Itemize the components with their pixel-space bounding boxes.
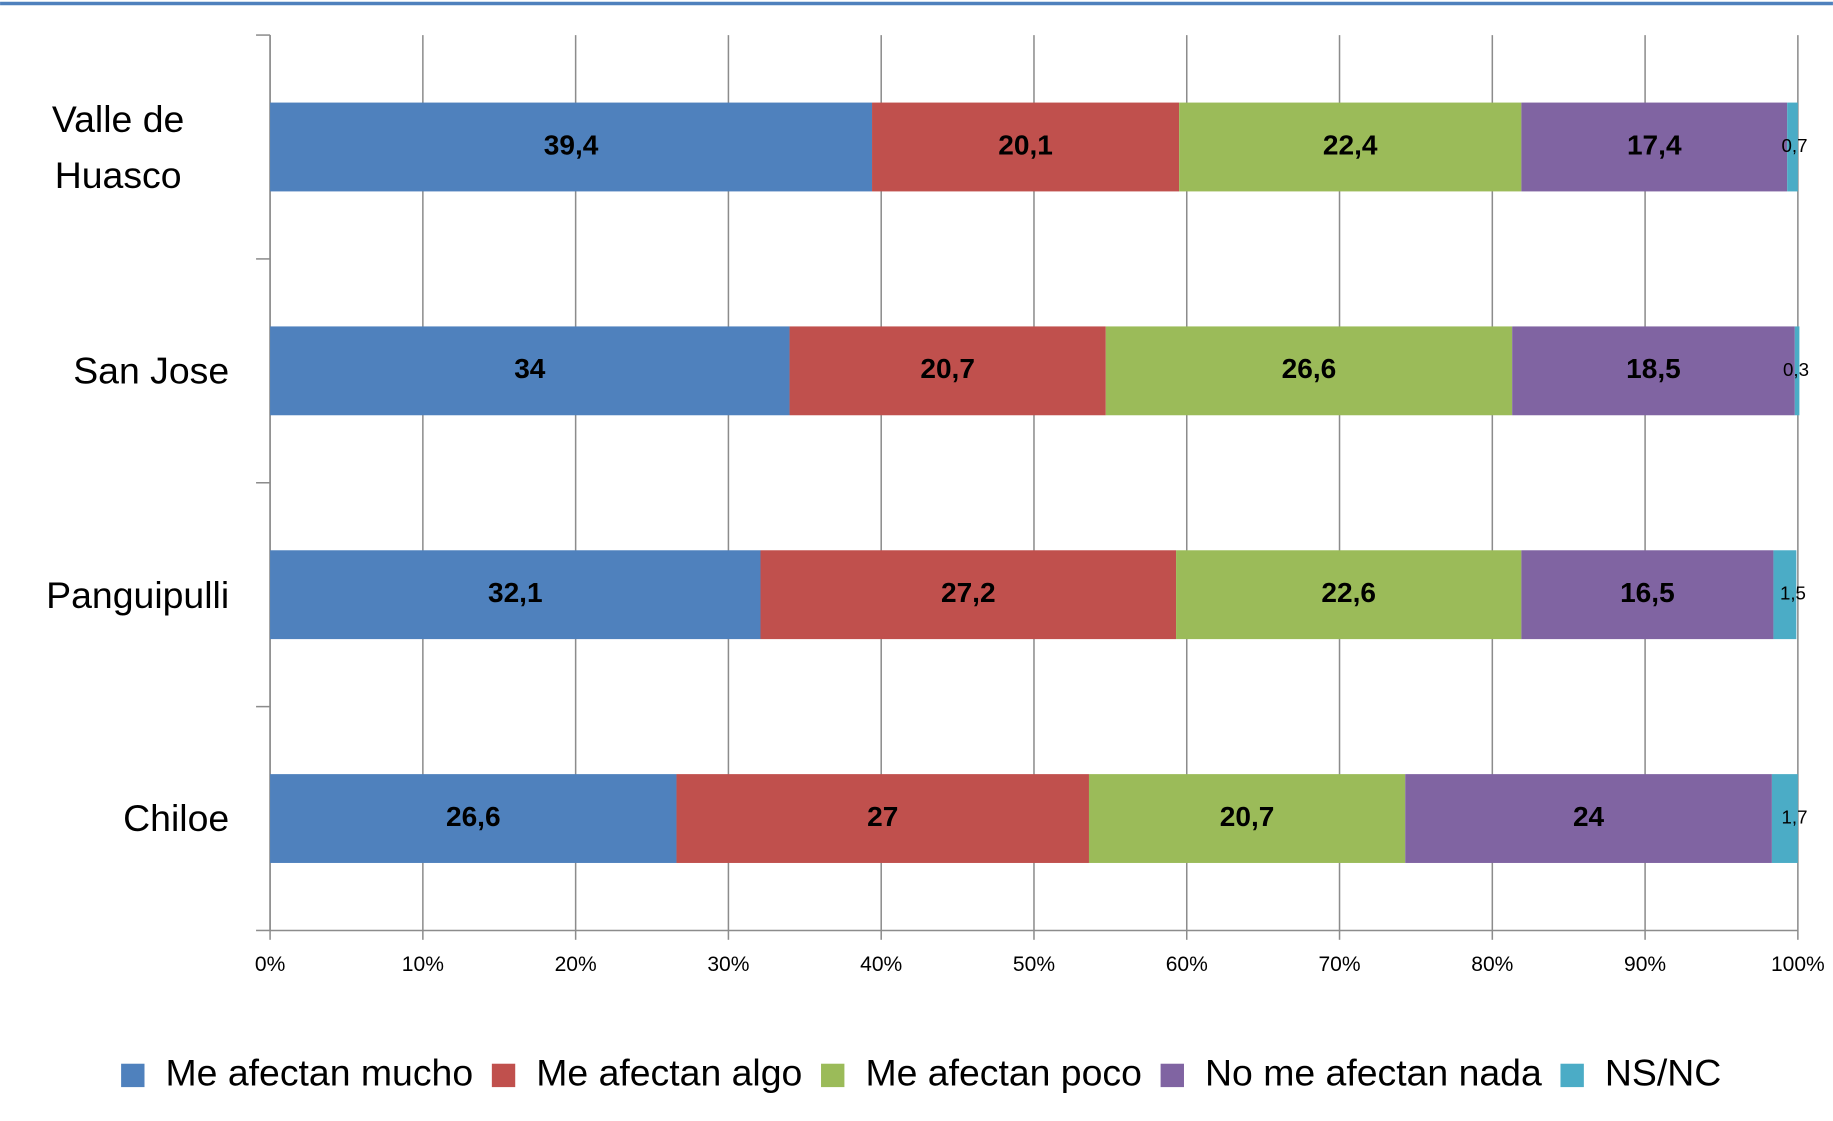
x-tick-label: 0% (255, 953, 285, 976)
category-label: Valle de Huasco (51, 97, 185, 197)
bar-segment (1771, 774, 1798, 863)
category-label-wrap: Panguipulli (0, 483, 229, 707)
category-label-wrap: Chiloe (0, 707, 229, 931)
data-label: 39,4 (544, 129, 599, 160)
legend-swatch (491, 1063, 516, 1088)
legend-swatch (1160, 1063, 1184, 1088)
category-label-box: Panguipulli (0, 483, 229, 707)
data-label: 26,6 (1282, 353, 1337, 384)
bar-segment (270, 326, 790, 416)
bar-segment (1794, 326, 1800, 416)
category-label: San Jose (73, 349, 230, 392)
bar-segment (760, 550, 1177, 640)
x-tick-label: 50% (1013, 953, 1055, 976)
data-label: 22,6 (1321, 577, 1376, 608)
legend: Me afectan mucho Me afectan algo Me afecta… (121, 1051, 1721, 1093)
bar-segment (789, 326, 1106, 416)
bar-segment (270, 102, 873, 192)
bar-segment (270, 774, 677, 863)
legend-label: No me afectan nada (1205, 1051, 1542, 1093)
data-label: 0,7 (1782, 135, 1808, 156)
bar-segment (1176, 550, 1522, 640)
x-tick-label: 30% (707, 953, 749, 976)
x-tick-label: 10% (402, 953, 444, 976)
data-label: 20,7 (920, 353, 975, 384)
data-label: 17,4 (1627, 129, 1682, 160)
data-label: 20,1 (998, 129, 1053, 160)
bar-segment (872, 102, 1180, 192)
legend-label: NS/NC (1605, 1051, 1721, 1093)
data-label: 18,5 (1626, 353, 1681, 384)
legend-swatch (821, 1063, 845, 1088)
legend-label: Me afectan algo (536, 1051, 802, 1093)
category-label-wrap: San Jose (0, 259, 229, 483)
x-tick-label: 60% (1166, 953, 1208, 976)
bar-segment (1179, 102, 1522, 192)
bar-segment (1105, 326, 1513, 416)
data-label: 32,1 (488, 577, 543, 608)
data-label: 34 (514, 353, 546, 384)
legend-label: Me afectan poco (865, 1051, 1141, 1093)
data-label: 0,3 (1783, 359, 1809, 380)
bar-segment (1088, 774, 1406, 863)
data-label: 20,7 (1220, 801, 1275, 832)
category-label: Chiloe (123, 797, 230, 840)
data-label: 27 (867, 801, 898, 832)
data-label: 27,2 (941, 577, 996, 608)
data-label: 26,6 (446, 801, 501, 832)
bar-segment (1405, 774, 1772, 863)
data-label: 1,5 (1780, 583, 1806, 604)
data-label: 22,4 (1323, 129, 1378, 160)
category-label: Panguipulli (46, 573, 230, 616)
bar-segment (676, 774, 1089, 863)
bar-segment (1512, 326, 1795, 416)
bar-segment (1521, 550, 1774, 640)
x-tick-label: 80% (1471, 953, 1513, 976)
x-tick-label: 90% (1624, 953, 1666, 976)
legend-swatch (121, 1063, 145, 1088)
category-label-box: San Jose (0, 259, 229, 483)
x-tick-label: 70% (1318, 953, 1360, 976)
legend-label: Me afectan mucho (166, 1051, 474, 1093)
bar-segment (1521, 102, 1788, 192)
category-label-box: Valle de Huasco (0, 35, 229, 259)
legend-swatch (1560, 1063, 1584, 1088)
data-label: 24 (1573, 801, 1605, 832)
x-tick-label: 20% (555, 953, 597, 976)
category-label-wrap: Valle de Huasco (0, 35, 229, 259)
data-label: 1,7 (1782, 806, 1808, 827)
bar-segment (1773, 550, 1797, 640)
bar-segment (1787, 102, 1798, 192)
category-label-box: Chiloe (0, 707, 229, 931)
x-tick-label: 100% (1771, 953, 1825, 976)
bar-segment (270, 550, 761, 640)
x-tick-label: 40% (860, 953, 902, 976)
data-label: 16,5 (1620, 577, 1675, 608)
